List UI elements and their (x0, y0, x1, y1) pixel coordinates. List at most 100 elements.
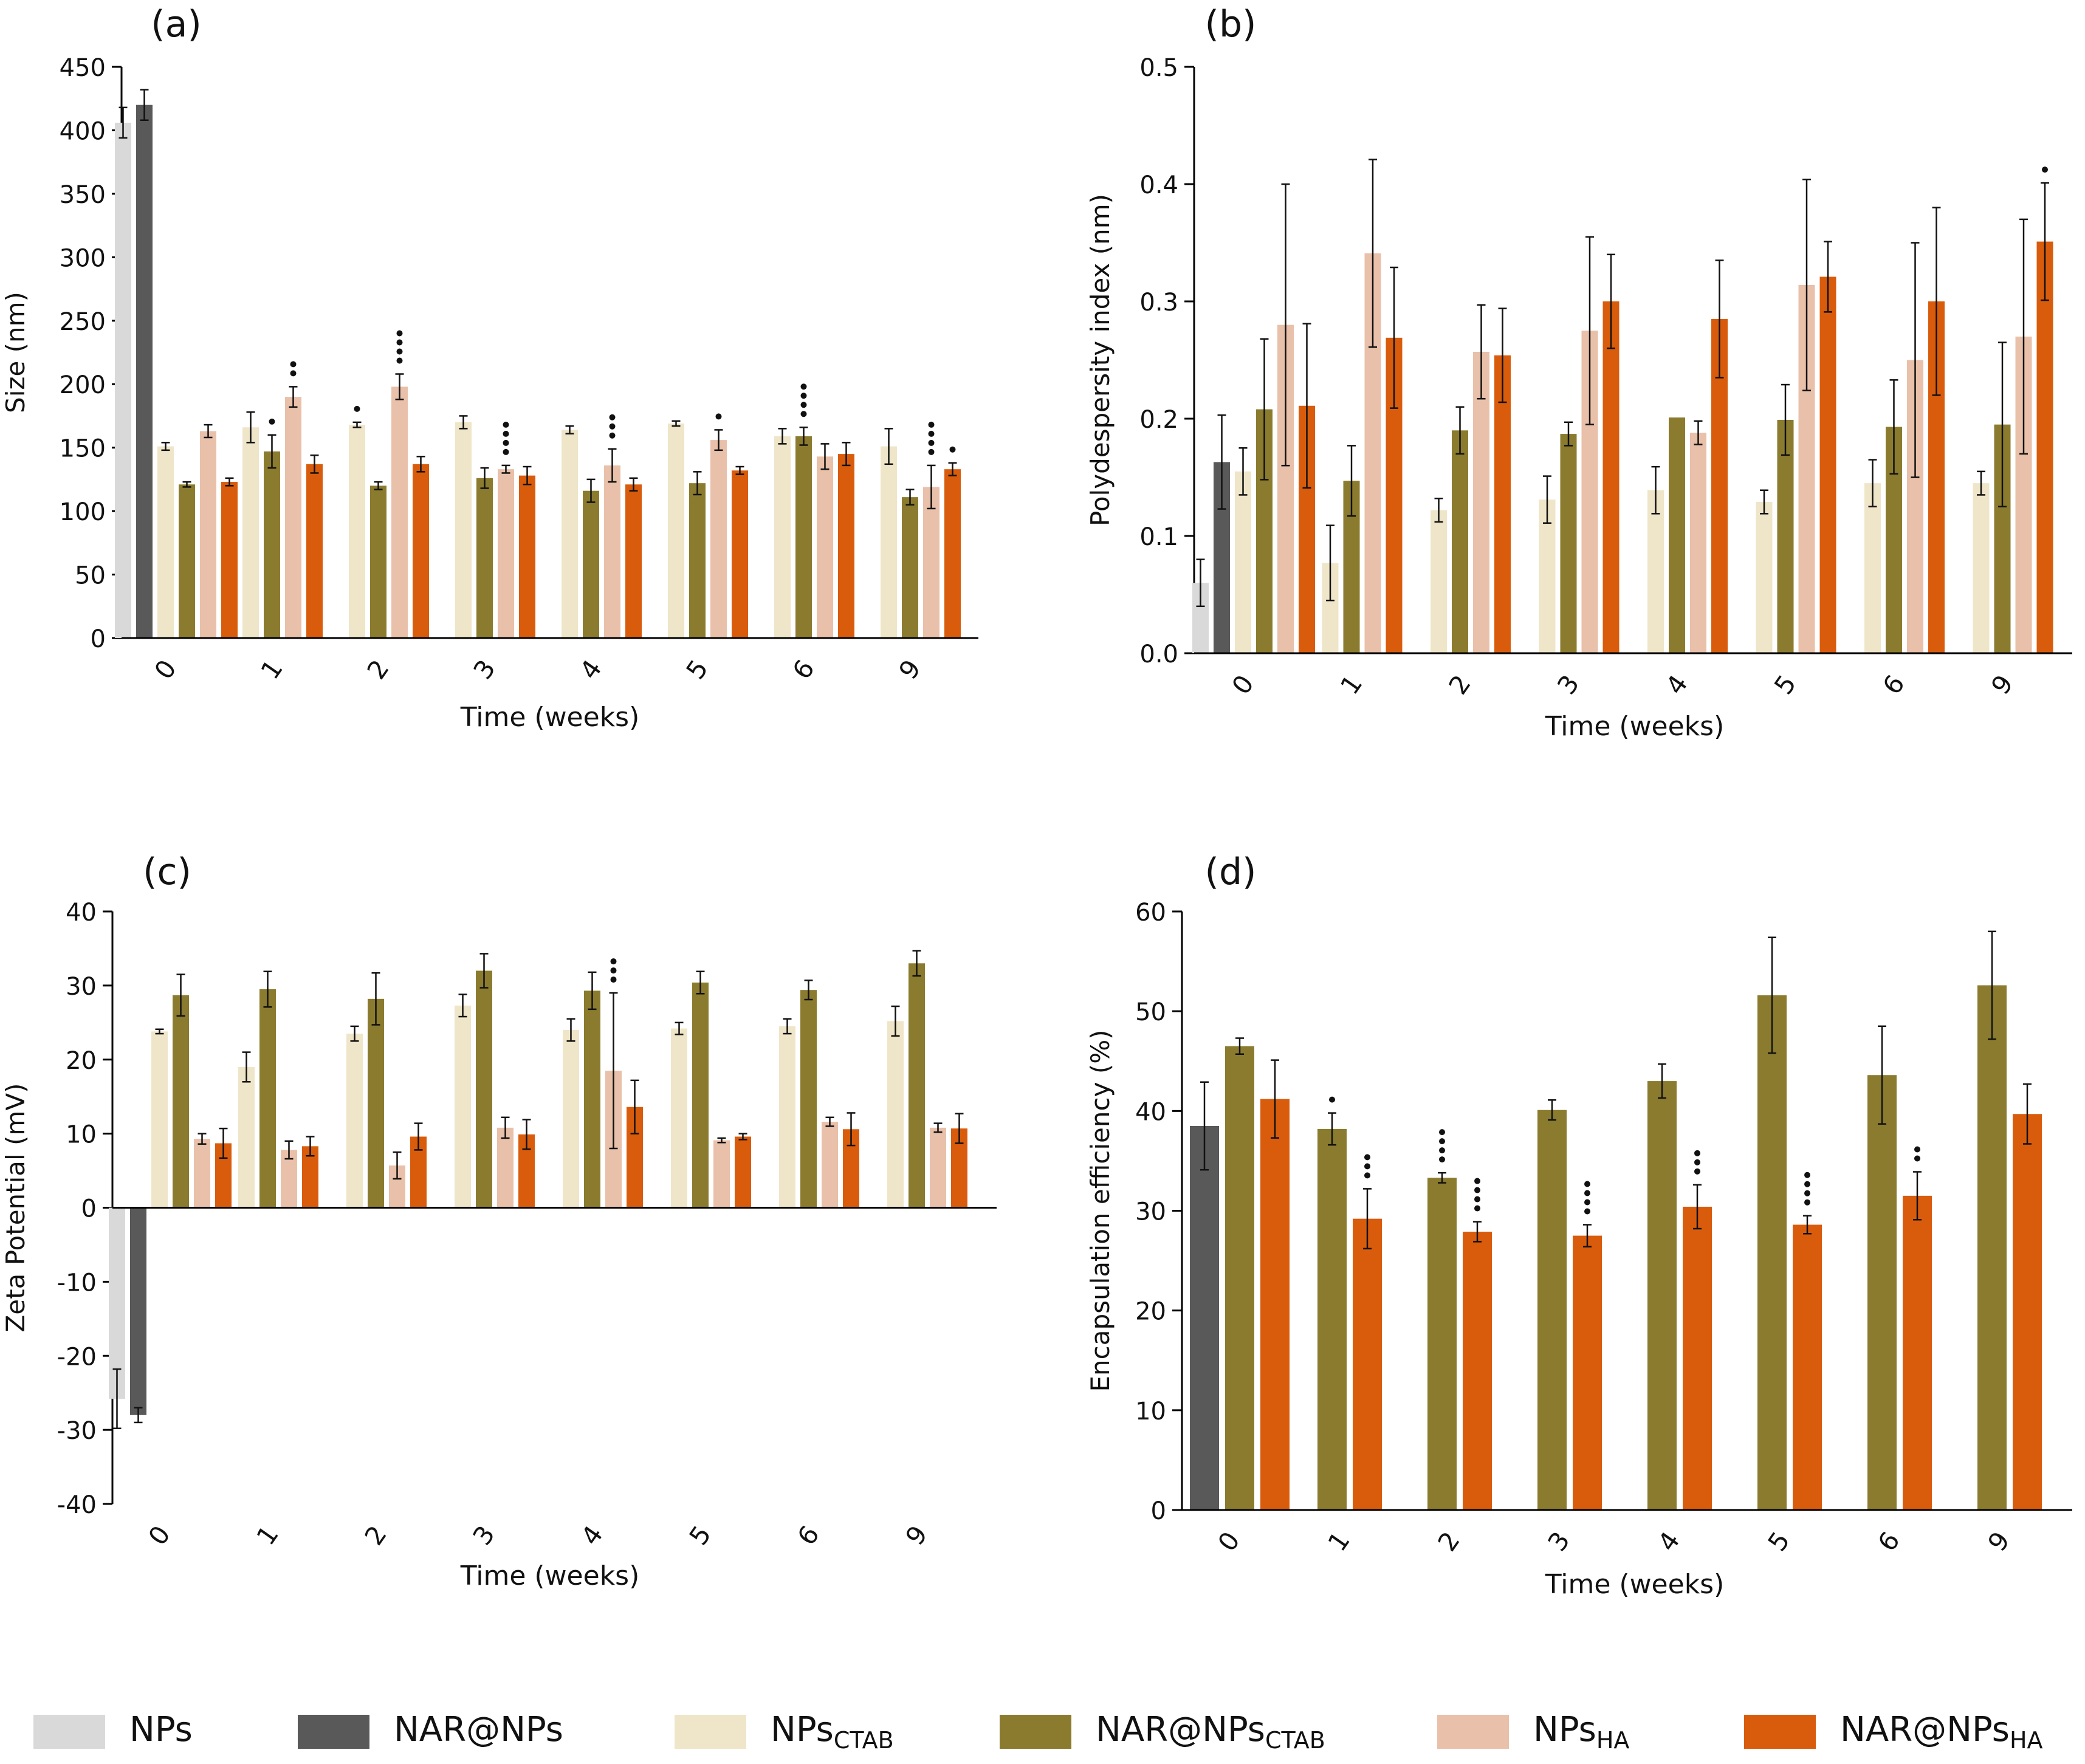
x-tick-label: 4 (574, 654, 607, 685)
significance-dot (928, 421, 935, 428)
bar (1647, 1081, 1677, 1510)
significance-dot (1584, 1208, 1590, 1215)
significance-dot (928, 439, 935, 446)
x-tick-label: 9 (1985, 670, 2019, 700)
bar (1537, 1110, 1567, 1510)
panel-label: (c) (143, 851, 191, 893)
x-tick-label: 4 (1652, 1526, 1685, 1557)
significance-dot (609, 432, 616, 439)
x-tick-label: 1 (250, 1520, 284, 1551)
panel-label: (b) (1205, 3, 1257, 46)
bar (130, 1207, 146, 1415)
legend-label-sub: CTAB (833, 1727, 894, 1754)
legend-swatch-nar-nps (298, 1715, 369, 1749)
y-tick-label: 30 (66, 973, 97, 1001)
bar (713, 1140, 730, 1208)
legend-item-nps: NPs (33, 1707, 193, 1756)
legend-label-base: NAR@NPs (394, 1709, 563, 1749)
bar (194, 1139, 210, 1208)
bar (795, 436, 812, 638)
significance-dot (1329, 1096, 1335, 1103)
bar (710, 440, 727, 638)
y-tick-label: 10 (1135, 1398, 1166, 1426)
legend-swatch-nps-ha (1437, 1715, 1509, 1749)
x-tick-label: 5 (680, 654, 713, 685)
significance-dot (800, 393, 807, 399)
significance-dot (1804, 1172, 1810, 1178)
bar (2013, 1114, 2042, 1510)
y-tick-label: -30 (57, 1417, 97, 1445)
significance-dot (1584, 1190, 1590, 1196)
y-tick-label: 150 (60, 435, 106, 463)
significance-dot (1694, 1159, 1700, 1165)
y-tick-label: 20 (1135, 1298, 1166, 1326)
bar (200, 431, 216, 638)
significance-dot (1804, 1199, 1810, 1206)
legend-label-base: NAR@NPs (1840, 1709, 2010, 1749)
x-tick-label: 1 (1334, 670, 1368, 700)
y-tick-label: 60 (1135, 899, 1166, 927)
significance-dot (928, 430, 935, 437)
x-tick-label: 2 (359, 1520, 392, 1551)
x-tick-label: 0 (148, 654, 182, 685)
x-tick-label: 5 (683, 1520, 716, 1551)
bar (822, 1122, 838, 1208)
bar (391, 386, 408, 638)
x-tick-label: 9 (899, 1520, 933, 1551)
bar (1190, 1125, 1219, 1510)
bar (1777, 419, 1794, 653)
bar (902, 497, 918, 638)
legend-label-base: NPs (1533, 1709, 1596, 1749)
bar (349, 425, 365, 638)
bar (735, 1136, 751, 1208)
bar (221, 482, 238, 638)
x-tick-label: 4 (1660, 670, 1693, 700)
legend-label-base: NAR@NPs (1096, 1709, 1265, 1749)
legend-swatch-nar-nps-ha (1744, 1715, 1816, 1749)
bar (668, 423, 684, 638)
bar (109, 1207, 125, 1399)
bar (413, 464, 429, 638)
x-tick-label: 2 (361, 654, 394, 685)
legend-label-sub: HA (2009, 1727, 2043, 1754)
bar (1973, 483, 1990, 653)
panel-a-chart: (a) 0 50 100 150 200 250 300 350 400 450 Size (nm) 0… (1, 3, 978, 733)
significance-dot (610, 958, 617, 965)
x-tick-label: 6 (1872, 1526, 1905, 1557)
bar (346, 1034, 363, 1208)
bar (1353, 1218, 1382, 1510)
y-tick-label: 0.2 (1139, 406, 1178, 434)
x-tick-label: 3 (1551, 670, 1585, 700)
significance-dot (1584, 1199, 1590, 1206)
significance-dot (1439, 1138, 1445, 1145)
significance-dot (396, 357, 403, 364)
y-tick-label: 30 (1135, 1198, 1166, 1226)
significance-dot (800, 411, 807, 417)
legend-label-base: NPs (129, 1709, 193, 1749)
bar (1463, 1231, 1492, 1510)
x-tick-label: 5 (1762, 1526, 1795, 1557)
y-tick-label: 10 (66, 1121, 97, 1149)
significance-dot (1439, 1147, 1445, 1154)
bar (151, 1031, 168, 1208)
panel-b-chart: (b) 0.0 0.1 0.2 0.3 0.4 0.5 Polydespersity inde… (1085, 3, 2072, 742)
bar (115, 122, 131, 638)
x-axis-label: Time (weeks) (1545, 711, 1725, 742)
bar (1903, 1195, 1932, 1510)
x-tick-label: 1 (255, 654, 288, 685)
y-tick-label: 0.0 (1139, 640, 1178, 668)
bar (1683, 1206, 1712, 1510)
x-tick-label: 9 (893, 654, 926, 685)
x-tick-label: 2 (1432, 1526, 1465, 1557)
significance-dot (610, 976, 617, 983)
legend-label-base: NPs (771, 1709, 834, 1749)
significance-dot (396, 339, 403, 346)
x-tick-label: 6 (786, 654, 820, 685)
bar (498, 469, 514, 638)
y-tick-label: 100 (60, 498, 106, 526)
significance-dot (290, 361, 297, 368)
bar (1669, 417, 1685, 653)
bar (930, 1127, 946, 1208)
